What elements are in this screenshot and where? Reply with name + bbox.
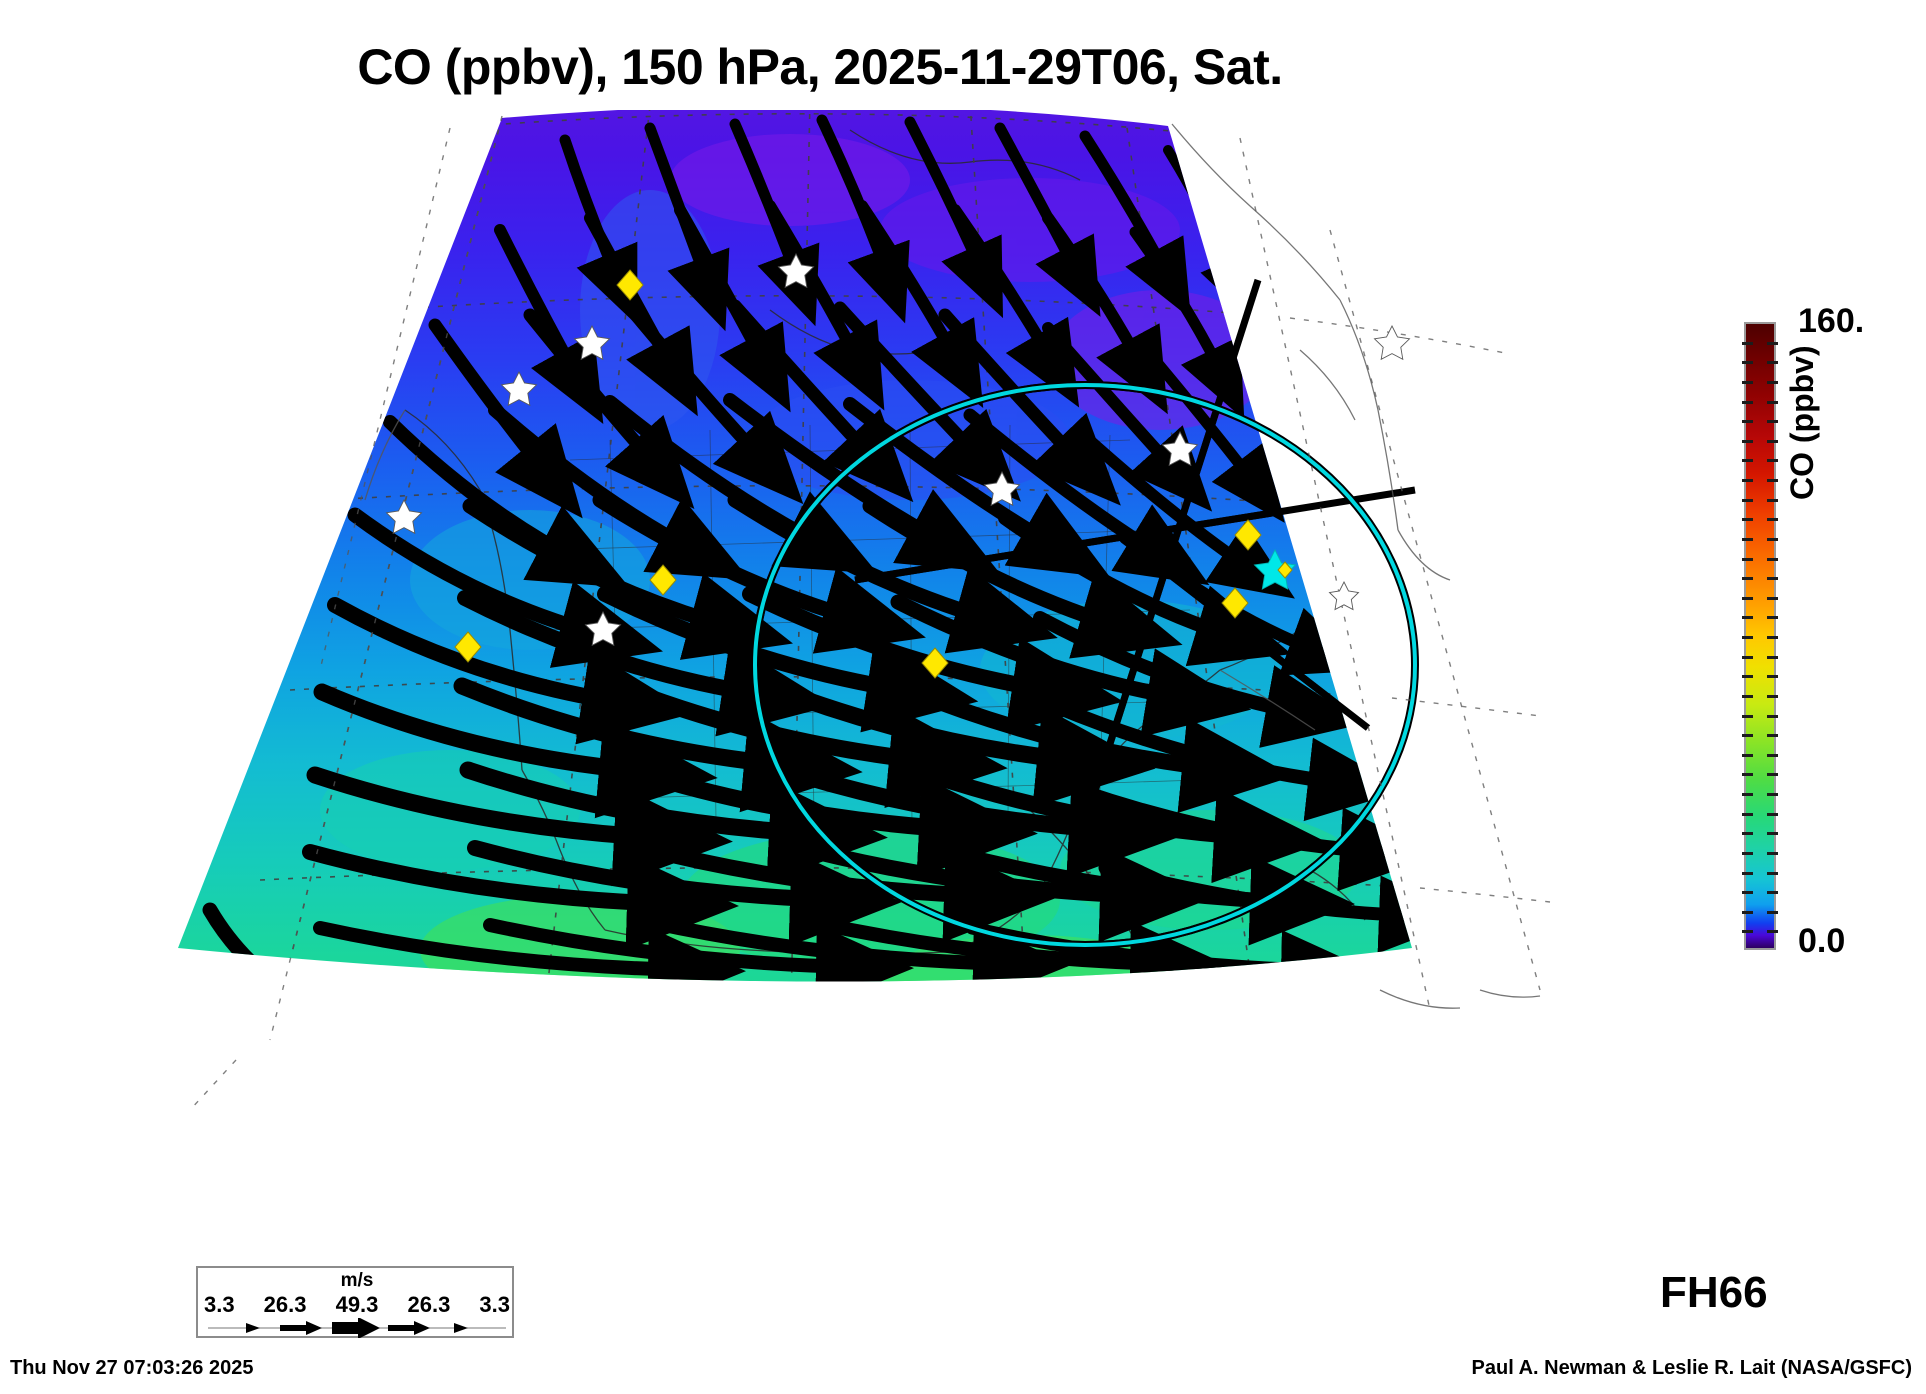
colorbar-tick xyxy=(1767,596,1778,600)
colorbar-tick xyxy=(1767,714,1778,718)
colorbar-tick xyxy=(1742,773,1753,777)
colorbar-tick xyxy=(1742,616,1753,620)
colorbar-tick xyxy=(1742,753,1753,757)
wind-arrow-scale xyxy=(208,1318,506,1338)
colorbar-tick xyxy=(1767,891,1778,895)
colorbar-tick xyxy=(1742,891,1753,895)
wind-value-labels: 3.3 26.3 49.3 26.3 3.3 xyxy=(204,1292,510,1318)
wind-value-4: 26.3 xyxy=(407,1292,451,1317)
colorbar-tick xyxy=(1742,871,1753,875)
colorbar: 160. 0.0 CO (ppbv) xyxy=(1720,300,1926,980)
airport-site-marker[interactable] xyxy=(385,252,1411,647)
colorbar-tick xyxy=(1767,753,1778,757)
colorbar-tick xyxy=(1767,479,1778,482)
colorbar-tick xyxy=(1742,636,1753,639)
colorbar-tick xyxy=(1742,459,1753,463)
colorbar-tick xyxy=(1767,636,1778,639)
colorbar-tick xyxy=(1742,734,1753,738)
colorbar-tick xyxy=(1767,361,1778,365)
colorbar-tick xyxy=(1767,577,1778,581)
colorbar-tick xyxy=(1767,616,1778,620)
colorbar-tick xyxy=(1767,400,1778,404)
map-plot[interactable] xyxy=(150,110,1570,1260)
primary-site-marker[interactable] xyxy=(1253,548,1297,590)
outer-graticule xyxy=(189,115,1551,1111)
colorbar-tick xyxy=(1742,675,1753,679)
colorbar-tick xyxy=(1742,812,1753,816)
ground-site-marker[interactable] xyxy=(454,269,1293,679)
colorbar-tick xyxy=(1767,910,1778,914)
colorbar-tick xyxy=(1742,380,1753,384)
colorbar-tick xyxy=(1742,832,1753,836)
flight-range-circle-extension xyxy=(751,381,1419,949)
colorbar-tick xyxy=(1742,694,1753,698)
wind-value-5: 3.3 xyxy=(479,1292,510,1317)
colorbar-max-label: 160. xyxy=(1798,302,1865,340)
colorbar-tick xyxy=(1742,439,1753,443)
colorbar-tick xyxy=(1767,420,1778,424)
colorbar-tick xyxy=(1767,871,1778,875)
colorbar-tick xyxy=(1767,518,1778,522)
wind-units-label: m/s xyxy=(340,1270,374,1291)
colorbar-tick xyxy=(1742,577,1753,581)
flight-track-extension xyxy=(854,278,1416,802)
colorbar-tick xyxy=(1767,459,1778,463)
generation-timestamp: Thu Nov 27 07:03:26 2025 xyxy=(10,1357,254,1379)
colorbar-axis-title: CO (ppbv) xyxy=(1784,345,1820,500)
colorbar-tick xyxy=(1767,557,1778,561)
colorbar-tick xyxy=(1767,439,1778,443)
colorbar-tick xyxy=(1767,341,1778,345)
page-title: CO (ppbv), 150 hPa, 2025-11-29T06, Sat. xyxy=(357,39,1283,95)
colorbar-tick xyxy=(1742,400,1753,404)
colorbar-tick xyxy=(1742,910,1753,914)
colorbar-tick xyxy=(1742,851,1753,855)
colorbar-tick xyxy=(1767,655,1778,659)
colorbar-tick xyxy=(1767,734,1778,738)
outer-coastline xyxy=(364,123,1541,1009)
colorbar-tick xyxy=(1767,694,1778,698)
colorbar-tick xyxy=(1767,380,1778,384)
colorbar-tick xyxy=(1742,479,1753,482)
wind-value-3: 49.3 xyxy=(335,1292,379,1317)
colorbar-tick xyxy=(1767,675,1778,679)
colorbar-tick xyxy=(1742,596,1753,600)
forecast-hour-label: FH66 xyxy=(1660,1268,1768,1317)
colorbar-tick xyxy=(1767,851,1778,855)
colorbar-tick xyxy=(1767,793,1778,796)
colorbar-tick xyxy=(1767,537,1778,541)
colorbar-tick xyxy=(1742,420,1753,424)
colorbar-tick xyxy=(1742,793,1753,796)
colorbar-tick xyxy=(1767,832,1778,836)
colorbar-tick xyxy=(1742,498,1753,502)
wind-value-2: 26.3 xyxy=(263,1292,307,1317)
colorbar-tick xyxy=(1742,361,1753,365)
colorbar-tick xyxy=(1767,498,1778,502)
co-field xyxy=(178,110,1412,982)
colorbar-tick xyxy=(1742,518,1753,522)
colorbar-tick xyxy=(1767,930,1778,934)
wind-speed-legend: m/s 3.3 26.3 49.3 26.3 3.3 xyxy=(196,1266,514,1338)
colorbar-tick xyxy=(1767,812,1778,816)
wind-value-1: 3.3 xyxy=(204,1292,235,1317)
author-credit: Paul A. Newman & Leslie R. Lait (NASA/GS… xyxy=(1471,1357,1912,1379)
colorbar-min-label: 0.0 xyxy=(1798,922,1846,960)
colorbar-tick xyxy=(1767,773,1778,777)
colorbar-tick xyxy=(1742,930,1753,934)
colorbar-tick xyxy=(1742,714,1753,718)
colorbar-tick xyxy=(1742,537,1753,541)
colorbar-tick xyxy=(1742,557,1753,561)
colorbar-tick xyxy=(1742,341,1753,345)
map-panel[interactable] xyxy=(150,110,1570,1260)
colorbar-tick xyxy=(1742,655,1753,659)
